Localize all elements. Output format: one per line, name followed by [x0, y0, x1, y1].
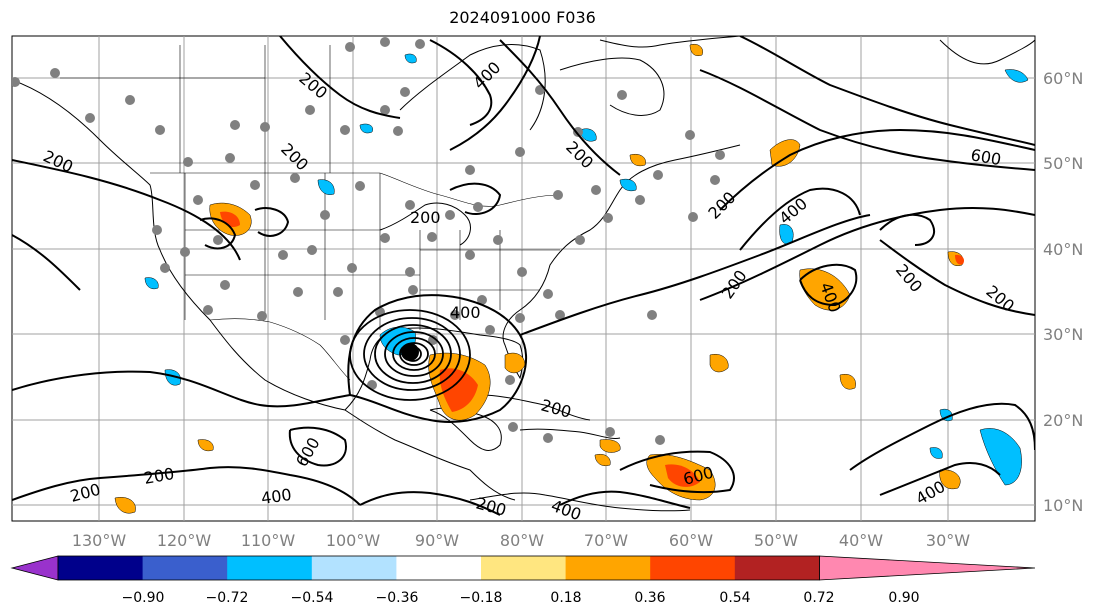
colorbar-segment [227, 556, 313, 580]
colorbar-tick-label: 0.36 [634, 590, 665, 606]
colorbar-segment [311, 556, 397, 580]
longitude-label: 60°W [669, 531, 713, 550]
contour-label: 200 [410, 208, 441, 227]
colorbar-segment [58, 556, 144, 580]
height-contours [12, 36, 1035, 516]
colorbar-tick-label: −0.18 [460, 590, 503, 606]
colorbar-tick-label: −0.72 [206, 590, 249, 606]
map-title: 2024091000 F036 [449, 8, 596, 27]
longitude-label: 80°W [500, 531, 544, 550]
latitude-label: 40°N [1043, 240, 1083, 259]
colorbar-segment [142, 556, 228, 580]
map-panel: 200 200 200 200 200 200 200 200 200 200 … [11, 35, 1036, 522]
colorbar-tick-label: −0.36 [376, 590, 419, 606]
colorbar-segment [396, 556, 482, 580]
longitude-label: 90°W [415, 531, 459, 550]
storm-contours [349, 309, 471, 401]
colorbar-segment [650, 556, 736, 580]
longitude-label: 110°W [241, 531, 296, 550]
latitude-label: 30°N [1043, 325, 1083, 344]
longitude-label: 100°W [326, 531, 381, 550]
longitude-label: 70°W [584, 531, 628, 550]
station-markers [12, 37, 725, 445]
longitude-label: 40°W [839, 531, 883, 550]
colorbar-extend-high [819, 555, 1036, 581]
colorbar-tick-label: 0.72 [803, 590, 834, 606]
longitude-label: 30°W [926, 531, 970, 550]
latitude-label: 10°N [1043, 496, 1083, 515]
latitude-label: 50°N [1043, 154, 1083, 173]
longitude-label: 130°W [72, 531, 127, 550]
strong-positive-anomaly-areas [220, 211, 965, 487]
colorbar [10, 555, 1036, 581]
colorbar-tick-labels: −0.90 −0.72 −0.54 −0.36 −0.18 0.18 0.36 … [122, 590, 920, 606]
colorbar-segment [481, 556, 567, 580]
colorbar-segment [734, 556, 820, 580]
latitude-label: 20°N [1043, 411, 1083, 430]
colorbar-tick-label: 0.54 [719, 590, 750, 606]
colorbar-outline [57, 555, 820, 581]
colorbar-tick-label: 0.18 [550, 590, 581, 606]
latitude-labels: 60°N 50°N 40°N 30°N 20°N 10°N [1043, 69, 1083, 515]
contour-label: 400 [450, 303, 481, 322]
longitude-labels: 130°W 120°W 110°W 100°W 90°W 80°W 70°W 6… [72, 531, 970, 550]
longitude-label: 120°W [157, 531, 212, 550]
longitude-label: 50°W [754, 531, 798, 550]
colorbar-extend-low [10, 555, 59, 581]
contour-label: 400 [260, 485, 293, 508]
colorbar-tick-label: −0.54 [291, 590, 334, 606]
storm-center-marker [401, 343, 419, 361]
colorbar-tick-label: 0.90 [888, 590, 919, 606]
colorbar-tick-label: −0.90 [122, 590, 165, 606]
latitude-label: 60°N [1043, 69, 1083, 88]
coastlines [12, 36, 1035, 512]
colorbar-segment [565, 556, 651, 580]
